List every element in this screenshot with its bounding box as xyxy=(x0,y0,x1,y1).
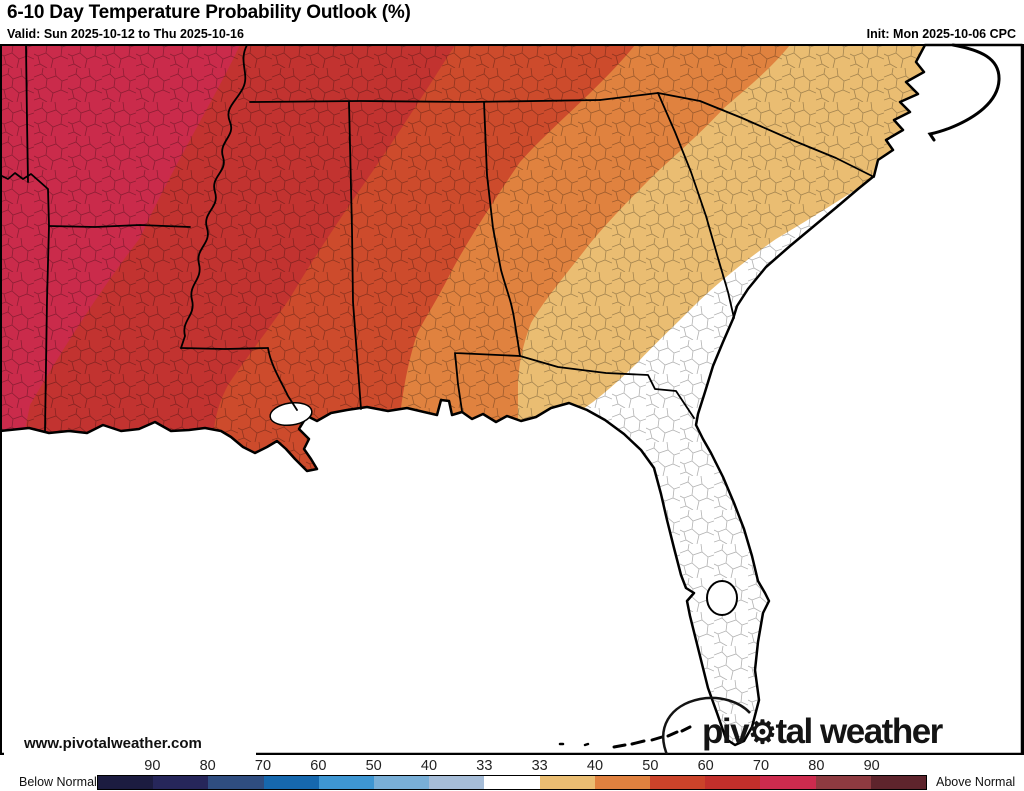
colorbar-segment-10 xyxy=(650,776,706,789)
colorbar-tick-label: 60 xyxy=(697,758,714,774)
state-border-al-ga xyxy=(483,101,521,357)
colorbar-segment-9 xyxy=(594,776,651,789)
outer-banks xyxy=(927,43,1001,142)
florida-keys xyxy=(558,725,692,749)
colorbar-segment-8 xyxy=(539,776,595,789)
state-border-ms-al xyxy=(348,101,362,410)
colorbar-bar xyxy=(97,775,927,790)
state-border-nc-sc xyxy=(657,92,875,178)
state-border-la-ms xyxy=(180,347,269,350)
colorbar-segment-4 xyxy=(318,776,375,789)
lake-okeechobee xyxy=(706,580,738,616)
logo-text-pre: piv xyxy=(702,712,750,751)
state-border-al-fl xyxy=(454,352,521,412)
colorbar-segment-14 xyxy=(870,776,927,789)
state-border-pearl-river xyxy=(267,347,298,411)
colorbar-segment-7 xyxy=(484,776,540,789)
colorbar-ticks: 90 80 70 60 50 40 33 33 40 50 60 70 80 90 xyxy=(0,758,1024,774)
colorbar-segment-13 xyxy=(815,776,871,789)
colorbar-tick-label: 40 xyxy=(420,758,438,774)
state-border-red-river xyxy=(0,172,50,227)
logo-swoosh-icon xyxy=(662,696,751,758)
colorbar-segment-0 xyxy=(98,776,154,789)
state-border-ga-fl xyxy=(519,355,695,419)
valid-range-label: Valid: Sun 2025-10-12 to Thu 2025-10-16 xyxy=(7,27,244,41)
colorbar-tick-label: 33 xyxy=(476,758,493,774)
colorbar-segment-12 xyxy=(760,776,816,789)
colorbar-tick-label: 60 xyxy=(310,758,327,774)
gear-icon: ⚙ xyxy=(748,714,777,750)
colorbar-tick-label: 50 xyxy=(642,758,659,774)
colorbar-segment-2 xyxy=(208,776,264,789)
colorbar-area: Below Normal 90 80 70 60 50 40 33 33 40 50 60 70 80 9… xyxy=(0,755,1024,791)
colorbar-segment-5 xyxy=(374,776,430,789)
above-normal-label: Above Normal xyxy=(936,775,1016,789)
colorbar-segment-3 xyxy=(263,776,319,789)
watermark: www.pivotalweather.com xyxy=(4,733,256,755)
colorbar-tick-label: 50 xyxy=(365,758,382,774)
lake-pontchartrain xyxy=(269,401,313,427)
logo-text-post: tal weather xyxy=(775,712,943,751)
page-title: 6-10 Day Temperature Probability Outlook… xyxy=(7,2,411,23)
colorbar-tick-label: 70 xyxy=(752,758,770,774)
colorbar-segment-11 xyxy=(705,776,761,789)
colorbar-tick-label: 70 xyxy=(254,758,272,774)
colorbar-tick-label: 90 xyxy=(863,758,880,774)
state-border-mississippi-river xyxy=(180,44,248,349)
init-time-label: Init: Mon 2025-10-06 CPC xyxy=(866,27,1016,41)
colorbar-segment-6 xyxy=(429,776,485,789)
state-border-ar-la xyxy=(48,224,191,228)
pivotal-weather-logo: piv⚙tal weather xyxy=(702,712,943,752)
state-borders xyxy=(0,44,875,432)
below-normal-label: Below Normal xyxy=(19,775,97,789)
colorbar-tick-label: 33 xyxy=(531,758,548,774)
state-border-ga-sc xyxy=(657,92,735,319)
state-border-ok-ar xyxy=(25,44,29,183)
colorbar-tick-label: 80 xyxy=(808,758,825,774)
colorbar-tick-label: 40 xyxy=(586,758,604,774)
state-border-tennessee xyxy=(249,99,601,103)
colorbar-segment-1 xyxy=(153,776,209,789)
ocean-and-coastline xyxy=(0,43,1024,756)
state-border-ga-nc xyxy=(599,92,659,101)
colorbar-tick-label: 90 xyxy=(144,758,161,774)
header: 6-10 Day Temperature Probability Outlook… xyxy=(0,0,1024,45)
colorbar-tick-label: 80 xyxy=(199,758,216,774)
state-border-tx-la xyxy=(44,225,50,432)
